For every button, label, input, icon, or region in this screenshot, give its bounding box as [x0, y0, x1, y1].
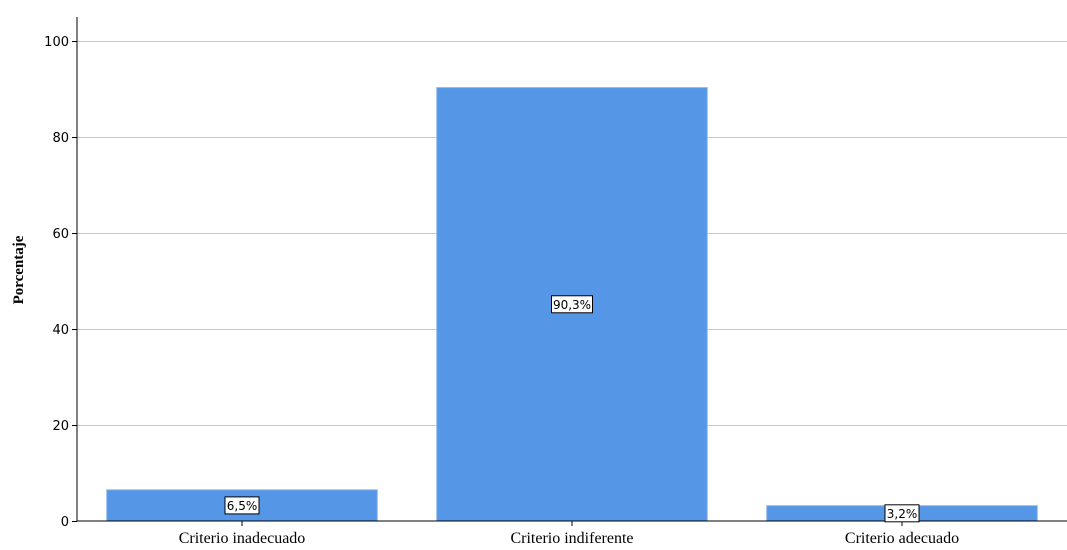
x-category-label: Criterio indiferente: [510, 530, 633, 547]
data-label-box: [884, 504, 920, 523]
data-label-box: [224, 496, 260, 515]
data-label: 6,5%: [227, 499, 258, 513]
data-label: 90,3%: [553, 298, 591, 312]
x-category-label: Criterio adecuado: [845, 530, 959, 547]
y-ticks: 0 20 40 60 80 100: [44, 35, 77, 530]
x-categories: Criterio inadecuado Criterio indiferente C…: [179, 521, 959, 547]
data-label: 3,2%: [887, 507, 918, 521]
x-category-label: Criterio inadecuado: [179, 530, 306, 547]
y-tick-label: 80: [52, 131, 69, 146]
y-tick-label: 60: [52, 227, 69, 242]
y-tick-label: 20: [52, 419, 69, 434]
y-axis-label: Porcentaje: [11, 235, 27, 304]
y-tick-label: 40: [52, 323, 69, 338]
y-tick-label: 0: [61, 515, 69, 530]
data-label-box: [551, 295, 593, 314]
y-tick-label: 100: [44, 35, 69, 50]
data-labels: 6,5% 90,3% 3,2%: [224, 295, 920, 523]
